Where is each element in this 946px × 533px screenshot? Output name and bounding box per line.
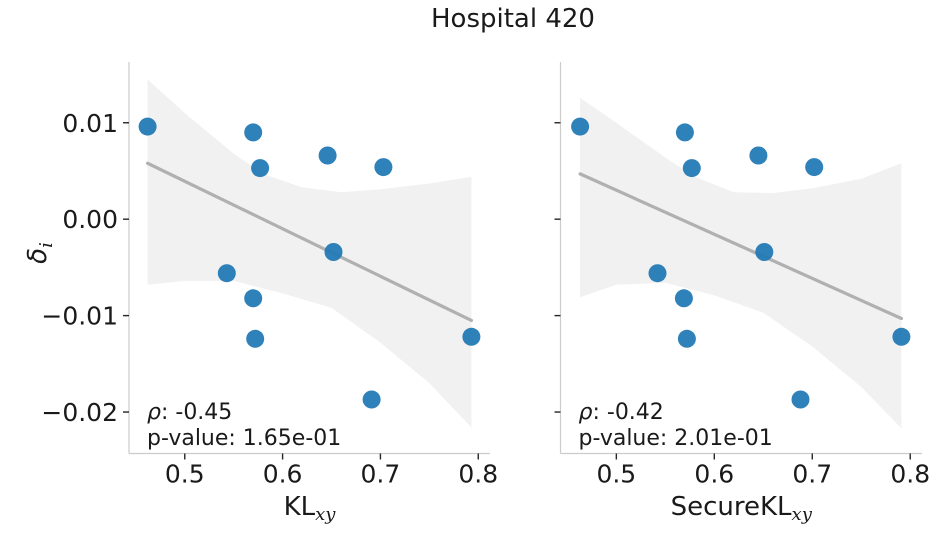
data-point: [138, 117, 157, 136]
data-point: [805, 158, 824, 177]
regression-line: [145, 161, 474, 323]
x-tick-label: 0.8: [890, 460, 930, 489]
chart-title: Hospital 420: [431, 4, 595, 34]
data-point: [682, 159, 701, 178]
data-point: [374, 158, 393, 177]
data-point: [892, 327, 911, 346]
y-axis-label-base: δ: [22, 247, 53, 264]
x-tick-label: 0.5: [165, 460, 205, 489]
p-value-annotation: p-value: 1.65e-01: [147, 426, 341, 451]
data-point: [217, 264, 236, 283]
y-axis-label: δi: [23, 242, 57, 264]
x-tick-label: 0.7: [361, 460, 401, 489]
p-value-annotation: p-value: 2.01e-01: [579, 426, 773, 451]
x-axis-label: SecureKLxy: [671, 492, 813, 525]
panel-1: 0.5 0.6 0.7 0.8 0.01 0.00 −0.01 −0.02 KLxy ρ: -0.…: [41, 62, 498, 525]
y-tick-label: −0.02: [41, 398, 118, 427]
data-point: [677, 329, 696, 348]
x-tick-label: 0.5: [596, 460, 636, 489]
x-tick-label: 0.7: [792, 460, 832, 489]
data-point: [251, 159, 270, 178]
data-point: [362, 390, 381, 409]
confidence-band: [147, 79, 472, 428]
data-point: [318, 146, 337, 165]
x-axis-label: KLxy: [284, 492, 337, 525]
data-point: [246, 329, 265, 348]
regression-line: [578, 172, 904, 321]
y-axis-label-subscript: i: [36, 242, 58, 248]
x-tick-label: 0.8: [458, 460, 498, 489]
data-point: [755, 243, 774, 261]
y-tick-label: 0.01: [62, 109, 118, 138]
y-tick-label: 0.00: [62, 205, 118, 234]
data-point: [244, 123, 263, 142]
data-point: [648, 264, 667, 283]
x-tick-label: 0.6: [263, 460, 303, 489]
data-point: [675, 123, 694, 142]
x-tick-label: 0.6: [694, 460, 734, 489]
rho-annotation: ρ: -0.45: [147, 400, 232, 425]
data-point: [749, 146, 768, 165]
data-point: [324, 243, 343, 261]
rho-annotation: ρ: -0.42: [579, 400, 664, 425]
data-point: [462, 327, 481, 346]
data-point: [244, 289, 263, 308]
panel-2: 0.5 0.6 0.7 0.8 SecureKLxy ρ: -0.42p-value: 2…: [554, 62, 930, 525]
data-point: [674, 289, 693, 308]
data-point: [791, 390, 810, 409]
data-point: [571, 117, 590, 136]
y-tick-label: −0.01: [41, 302, 118, 331]
confidence-band: [580, 97, 902, 429]
